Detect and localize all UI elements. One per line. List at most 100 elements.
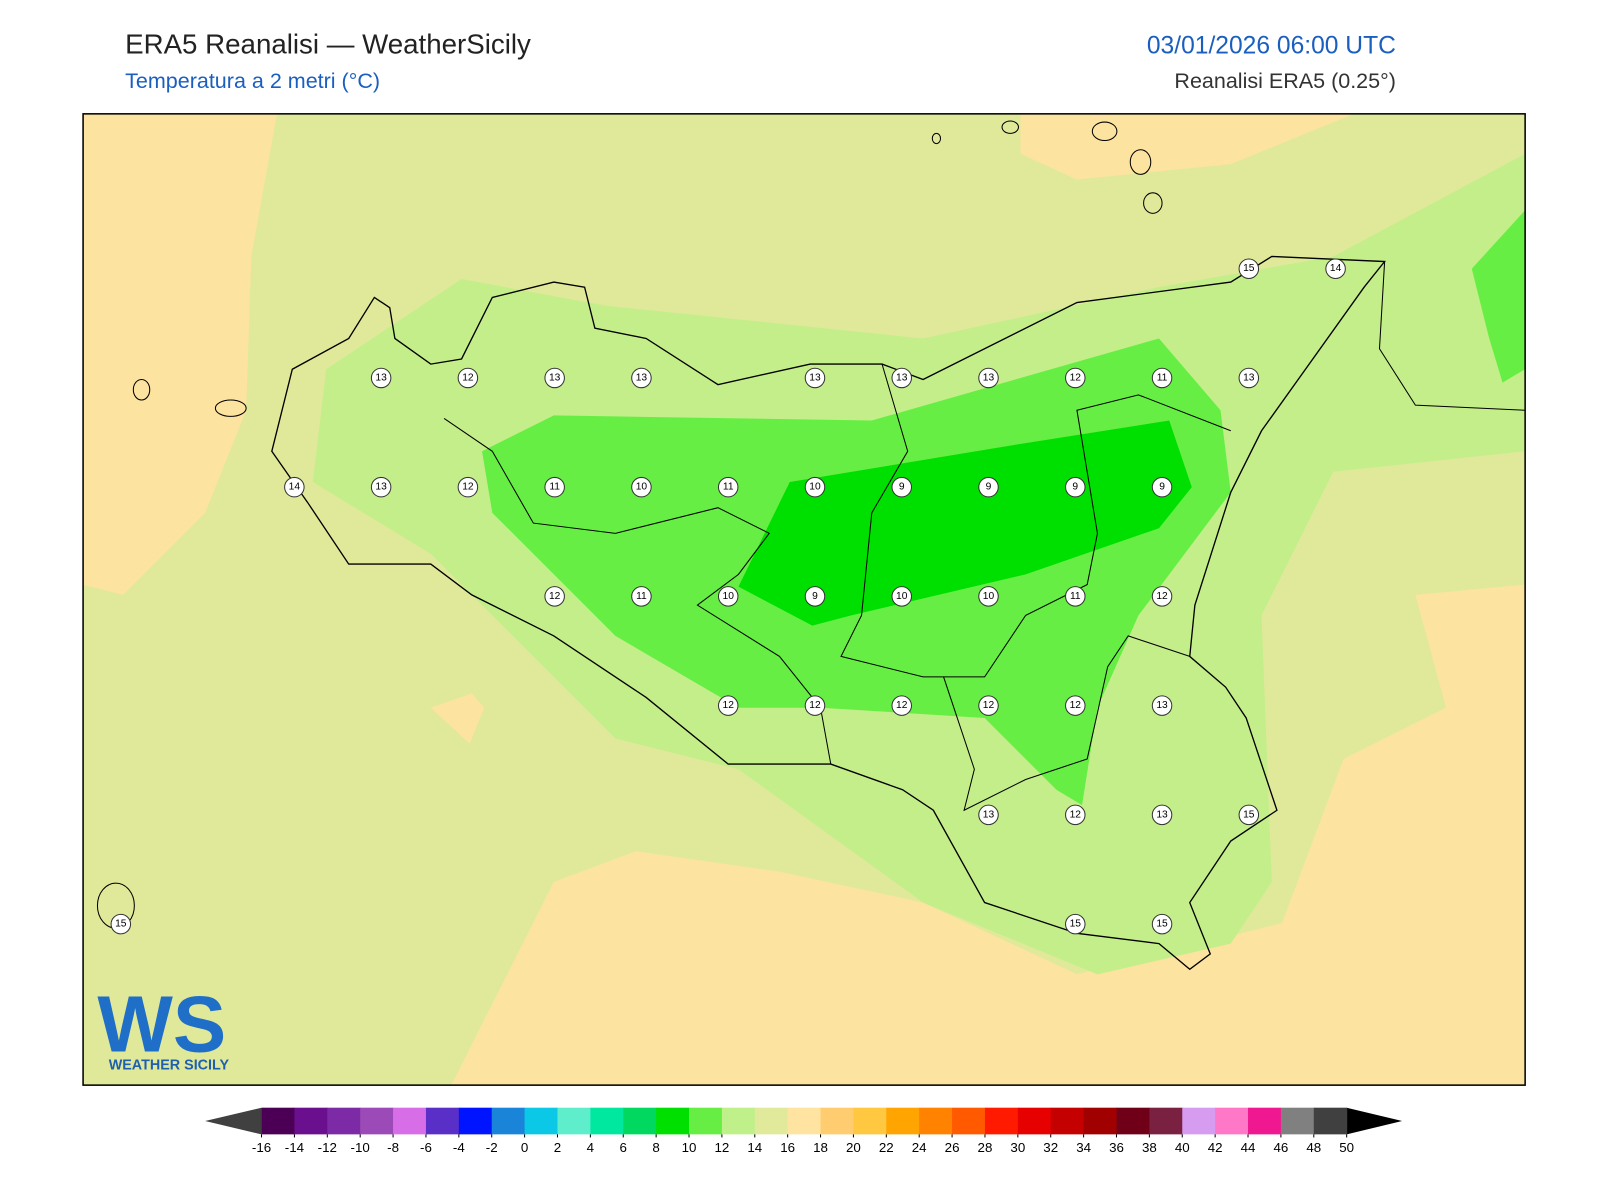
station-value: 12 <box>1156 591 1168 602</box>
colorbar-bin <box>656 1107 690 1135</box>
station-value: 12 <box>1070 700 1082 711</box>
station: 15 <box>1065 913 1086 935</box>
station: 9 <box>1065 476 1086 498</box>
station-marker <box>1151 913 1173 935</box>
station: 10 <box>891 586 913 607</box>
station-value: 10 <box>809 482 821 493</box>
station-marker <box>978 586 999 607</box>
station: 12 <box>457 476 479 498</box>
station-marker <box>891 367 913 389</box>
island <box>1001 120 1019 134</box>
station-value: 13 <box>983 809 995 820</box>
colorbar-label: 44 <box>1241 1140 1256 1155</box>
station-marker <box>1151 695 1173 716</box>
station-marker <box>544 367 565 389</box>
colorbar-bin <box>1313 1107 1348 1135</box>
colorbar-label: 4 <box>587 1140 595 1155</box>
colorbar-bin <box>1215 1107 1249 1135</box>
map-frame <box>82 113 1526 1086</box>
station-marker <box>1151 367 1173 389</box>
station-marker <box>631 586 652 607</box>
colorbar-label: 26 <box>945 1140 960 1155</box>
station-marker <box>1065 804 1086 826</box>
colorbar-label: 2 <box>554 1140 561 1155</box>
station-marker <box>891 476 913 498</box>
colorbar-label: -10 <box>351 1140 370 1155</box>
colorbar-label: 6 <box>620 1140 627 1155</box>
logo: WS WEATHER SICILY <box>97 979 229 1073</box>
station: 15 <box>1151 913 1173 935</box>
station: 12 <box>804 695 826 716</box>
station-value: 9 <box>812 591 818 602</box>
colorbar-under <box>205 1107 262 1135</box>
colorbar-label: 32 <box>1043 1140 1058 1155</box>
colorbar-bin <box>524 1107 558 1135</box>
coastline <box>1378 261 1526 411</box>
station-marker <box>717 586 739 607</box>
station-value: 13 <box>375 482 387 493</box>
station-value: 12 <box>723 700 735 711</box>
station-marker <box>457 476 479 498</box>
station-marker <box>1238 804 1260 826</box>
station-value: 13 <box>1156 809 1168 820</box>
source: Reanalisi ERA5 (0.25°) <box>1174 69 1395 93</box>
station-marker <box>978 804 999 826</box>
station: 12 <box>457 367 479 389</box>
station-value: 13 <box>809 372 821 383</box>
colorbar-bin <box>820 1107 854 1135</box>
station-value: 11 <box>1070 591 1081 602</box>
station-marker <box>370 476 392 498</box>
island <box>1143 192 1163 214</box>
province-border <box>943 635 1190 812</box>
station: 11 <box>717 476 739 498</box>
logo-mark: WS <box>97 979 226 1068</box>
island <box>214 399 247 417</box>
station: 13 <box>544 367 565 389</box>
colorbar-bin <box>787 1107 822 1135</box>
colorbar-bin <box>623 1107 657 1135</box>
colorbar-label: 30 <box>1010 1140 1025 1155</box>
station-value: 12 <box>809 700 821 711</box>
station-value: 12 <box>1070 809 1082 820</box>
station-value: 14 <box>289 482 301 493</box>
station: 12 <box>891 695 913 716</box>
station: 11 <box>1065 586 1086 607</box>
station-marker <box>891 695 913 716</box>
station-value: 11 <box>636 591 647 602</box>
colorbar-bin <box>491 1107 526 1135</box>
station: 13 <box>1151 804 1173 826</box>
station: 13 <box>1238 367 1260 389</box>
station: 13 <box>978 367 999 389</box>
station-value: 14 <box>1330 263 1342 274</box>
colorbar-label: 22 <box>879 1140 894 1155</box>
colorbar-bin <box>952 1107 986 1135</box>
subtitle: Temperatura a 2 metri (°C) <box>125 69 380 93</box>
station-marker <box>284 476 305 498</box>
colorbar-bin <box>327 1107 361 1135</box>
station-marker <box>717 695 739 716</box>
station-value: 12 <box>549 591 561 602</box>
station-value: 9 <box>899 482 905 493</box>
station-marker <box>1065 913 1086 935</box>
colorbar-label: 8 <box>652 1140 659 1155</box>
station: 14 <box>284 476 305 498</box>
station-marker <box>804 586 826 607</box>
station: 15 <box>1238 804 1260 826</box>
colorbar-bin <box>1182 1107 1216 1135</box>
warm-zone <box>451 584 1526 1086</box>
station: 15 <box>1238 258 1260 279</box>
colorbar-label: -2 <box>486 1140 498 1155</box>
station-marker <box>978 695 999 716</box>
station-value: 13 <box>375 372 387 383</box>
station: 10 <box>717 586 739 607</box>
station: 10 <box>978 586 999 607</box>
station: 13 <box>370 476 392 498</box>
station: 10 <box>631 476 652 498</box>
colorbar-bin <box>425 1107 460 1135</box>
colorbar-label: 40 <box>1175 1140 1190 1155</box>
colorbar-bin <box>458 1107 493 1135</box>
station-marker <box>1151 586 1173 607</box>
colorbar-label: 24 <box>912 1140 927 1155</box>
station-value: 11 <box>723 482 734 493</box>
